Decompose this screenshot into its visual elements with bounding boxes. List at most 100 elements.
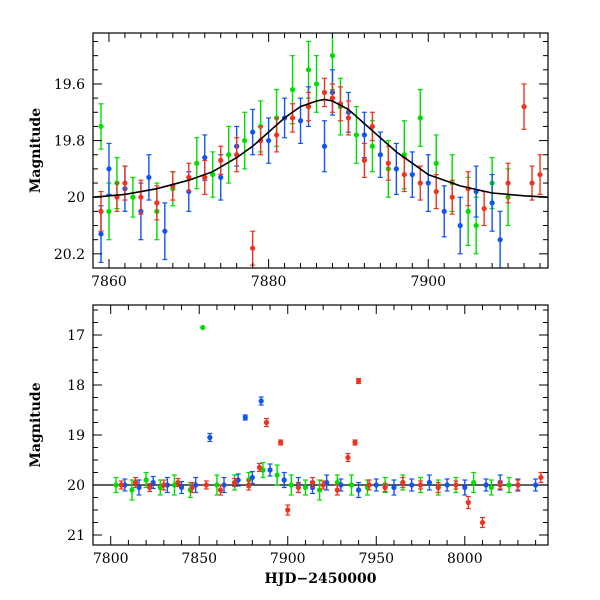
data-point bbox=[345, 454, 351, 461]
data-point bbox=[373, 482, 379, 488]
data-point bbox=[106, 208, 112, 214]
data-point bbox=[465, 208, 471, 214]
x-tick-label: 7860 bbox=[91, 274, 127, 290]
data-point bbox=[382, 484, 388, 491]
data-point bbox=[488, 484, 494, 491]
data-point bbox=[143, 477, 149, 483]
plot-frame bbox=[92, 32, 549, 269]
data-point bbox=[353, 132, 360, 138]
data-point bbox=[433, 160, 439, 166]
model-curve bbox=[93, 98, 548, 198]
data-point bbox=[377, 152, 383, 158]
x-axis-title: HJD−2450000 bbox=[265, 571, 377, 587]
data-point bbox=[348, 482, 355, 488]
data-point bbox=[207, 434, 213, 441]
data-point bbox=[285, 507, 291, 513]
y-axis-title: Magnitude bbox=[28, 382, 44, 467]
data-point bbox=[278, 439, 284, 446]
data-point bbox=[417, 115, 423, 121]
data-point bbox=[98, 123, 104, 130]
data-point bbox=[320, 482, 326, 488]
data-point bbox=[289, 115, 296, 121]
data-point bbox=[366, 482, 372, 488]
data-point bbox=[313, 81, 320, 87]
data-point bbox=[497, 237, 503, 243]
data-point bbox=[417, 482, 424, 488]
data-point bbox=[214, 482, 220, 488]
x-tick-label: 7800 bbox=[93, 551, 129, 567]
data-point bbox=[345, 115, 352, 121]
data-point bbox=[481, 205, 487, 212]
data-point bbox=[118, 482, 124, 488]
data-point bbox=[433, 188, 439, 195]
data-point bbox=[106, 166, 112, 172]
data-point bbox=[218, 174, 224, 180]
data-point bbox=[267, 467, 273, 473]
data-point bbox=[129, 487, 135, 493]
data-point bbox=[132, 479, 139, 486]
data-point bbox=[515, 482, 521, 488]
y-axis-title: Magnitude bbox=[28, 108, 44, 193]
series-2 bbox=[98, 77, 543, 266]
data-point bbox=[355, 378, 362, 384]
data-point bbox=[274, 472, 280, 478]
data-point bbox=[136, 484, 142, 491]
data-point bbox=[232, 479, 238, 486]
data-point bbox=[425, 180, 431, 186]
top-panel: 7860 7880 7900 19.6 19.8 20 20.2 Magnitude bbox=[28, 32, 549, 290]
x-tick-label: 8000 bbox=[447, 551, 483, 567]
data-point bbox=[221, 482, 227, 488]
data-point bbox=[150, 479, 156, 486]
data-point bbox=[186, 174, 192, 180]
data-point bbox=[369, 143, 375, 149]
data-point bbox=[178, 484, 185, 491]
data-point bbox=[489, 200, 495, 206]
data-point bbox=[297, 118, 304, 124]
data-point bbox=[426, 479, 432, 486]
data-point bbox=[162, 228, 168, 234]
plot-area bbox=[93, 324, 548, 529]
data-point bbox=[226, 152, 232, 158]
data-point bbox=[471, 479, 477, 486]
plot-frame bbox=[92, 304, 549, 546]
data-point bbox=[202, 174, 208, 180]
data-point bbox=[130, 194, 136, 200]
data-point bbox=[273, 132, 280, 138]
data-point bbox=[497, 482, 503, 488]
y-tick-label: 19.6 bbox=[54, 77, 85, 93]
data-point bbox=[317, 487, 323, 493]
data-point bbox=[393, 166, 399, 172]
data-point bbox=[203, 482, 209, 488]
data-point bbox=[435, 484, 441, 491]
data-point bbox=[281, 477, 287, 483]
data-point bbox=[483, 482, 489, 488]
x-tick-label: 7950 bbox=[358, 551, 394, 567]
data-point bbox=[449, 194, 455, 200]
data-point bbox=[305, 67, 312, 73]
plot-area bbox=[93, 33, 548, 268]
data-point bbox=[266, 137, 272, 144]
data-point bbox=[138, 194, 144, 200]
data-point bbox=[385, 160, 391, 166]
data-point bbox=[338, 482, 344, 488]
series-2 bbox=[118, 377, 544, 529]
data-point bbox=[250, 129, 256, 135]
y-tick-label: 19.8 bbox=[54, 134, 85, 150]
data-point bbox=[309, 479, 316, 486]
data-point bbox=[189, 484, 195, 491]
data-point bbox=[263, 419, 270, 426]
data-point bbox=[329, 95, 336, 101]
data-point bbox=[369, 123, 375, 130]
data-point bbox=[146, 174, 152, 180]
data-point bbox=[409, 171, 415, 178]
data-point bbox=[391, 484, 397, 491]
data-point bbox=[258, 398, 264, 404]
data-point bbox=[401, 171, 407, 178]
data-point bbox=[521, 104, 527, 110]
data-point bbox=[242, 414, 248, 421]
data-point bbox=[444, 482, 450, 488]
data-point bbox=[175, 479, 181, 486]
data-point bbox=[479, 519, 486, 526]
data-point bbox=[361, 132, 368, 138]
